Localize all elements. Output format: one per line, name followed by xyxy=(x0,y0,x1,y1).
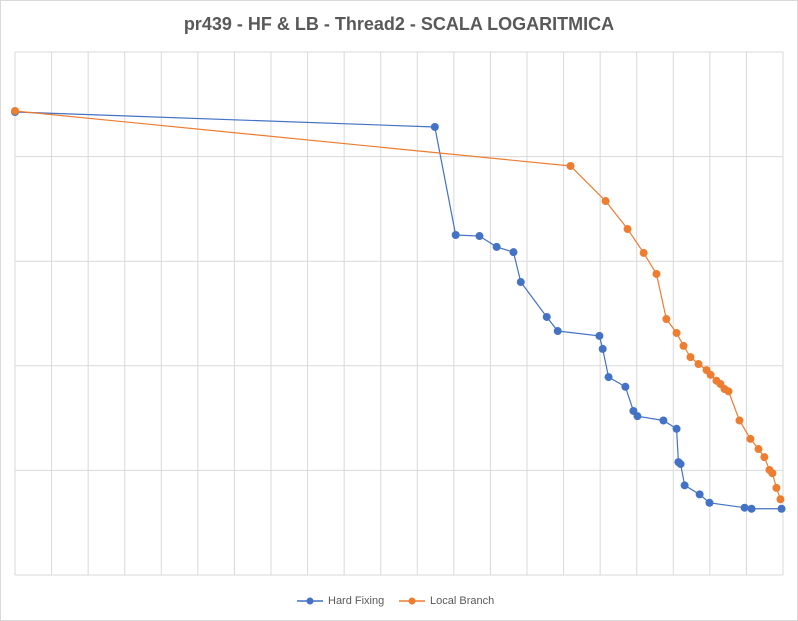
data-point xyxy=(601,197,610,206)
data-point xyxy=(430,122,439,131)
data-point xyxy=(604,373,613,382)
data-point xyxy=(652,269,661,278)
data-point xyxy=(746,434,755,443)
data-point xyxy=(705,498,714,507)
data-point xyxy=(553,327,562,336)
data-point xyxy=(492,242,501,251)
legend-marker xyxy=(408,597,416,605)
data-point xyxy=(516,278,525,287)
data-point xyxy=(11,106,19,115)
data-point xyxy=(747,504,756,513)
data-point xyxy=(706,370,715,379)
chart-title: pr439 - HF & LB - Thread2 - SCALA LOGARI… xyxy=(184,14,614,34)
data-point xyxy=(595,331,604,340)
data-point xyxy=(740,503,749,512)
legend-marker xyxy=(306,597,314,605)
data-point xyxy=(659,416,668,425)
data-point xyxy=(633,412,642,421)
data-point xyxy=(735,416,744,425)
data-point xyxy=(621,382,630,391)
data-point xyxy=(768,469,777,478)
data-point xyxy=(772,483,781,492)
data-point xyxy=(623,225,632,234)
data-point xyxy=(695,490,704,499)
data-point xyxy=(509,248,518,257)
data-point xyxy=(777,504,786,513)
data-point xyxy=(672,328,681,337)
data-point xyxy=(676,460,685,469)
data-point xyxy=(542,312,551,321)
data-point xyxy=(776,495,785,504)
data-point xyxy=(662,315,671,324)
data-point xyxy=(598,344,607,353)
data-point xyxy=(694,360,703,369)
legend-label: Hard Fixing xyxy=(328,595,384,607)
data-point xyxy=(566,162,575,171)
data-point xyxy=(451,231,460,240)
data-point xyxy=(754,445,763,454)
legend-label: Local Branch xyxy=(430,595,494,607)
data-point xyxy=(475,232,484,241)
data-point xyxy=(686,353,695,362)
data-point xyxy=(639,248,648,257)
data-point xyxy=(724,387,733,396)
data-point xyxy=(672,424,681,433)
data-point xyxy=(679,341,688,350)
data-point xyxy=(680,481,689,490)
data-point xyxy=(760,453,769,462)
